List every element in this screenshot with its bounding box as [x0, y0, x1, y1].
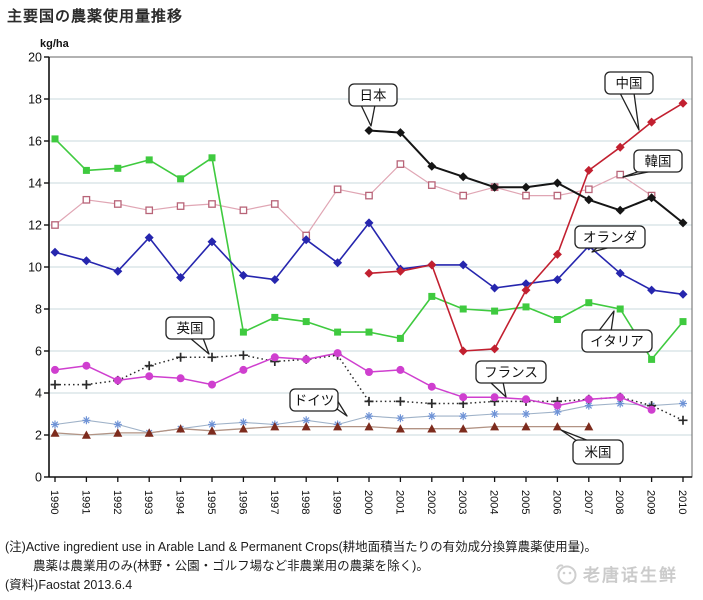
x-tick-label: 1996 — [236, 490, 248, 514]
annotation-box — [604, 71, 654, 95]
y-tick-label: 20 — [28, 51, 42, 65]
x-tick-label: 2006 — [550, 490, 562, 514]
watermark-face-icon — [556, 564, 577, 585]
x-tick-label: 1999 — [331, 490, 343, 514]
annotation-tail — [189, 337, 210, 355]
annotation-box — [581, 329, 653, 353]
x-tick-label: 2005 — [519, 490, 531, 514]
annotation-germany: ドイツ — [289, 388, 348, 417]
x-tick-label: 1991 — [79, 490, 91, 514]
y-tick-label: 6 — [35, 345, 42, 359]
annotation-label: ドイツ — [294, 393, 335, 408]
x-tick-label: 2010 — [676, 490, 688, 514]
x-tick-label: 1992 — [111, 490, 123, 514]
series-korea — [51, 160, 656, 240]
x-axis-labels: 1990 1991 1992 1993 1994 1995 1996 1997 1998 1999… — [48, 477, 688, 514]
annotation-usa: 米国 — [560, 429, 624, 465]
annotation-japan: 日本 — [348, 83, 398, 127]
footnote-source: (資料)Faostat 2013.6.4 — [5, 578, 133, 592]
annotation-box — [633, 149, 683, 173]
annotation-box — [289, 388, 339, 412]
series-italy — [51, 135, 687, 363]
y-tick-label: 10 — [28, 261, 42, 275]
x-tick-label: 1998 — [299, 490, 311, 514]
x-tick-label: 2008 — [613, 490, 625, 514]
x-tick-label: 2002 — [425, 490, 437, 514]
x-tick-label: 1997 — [268, 490, 280, 514]
annotation-label: 日本 — [360, 88, 387, 103]
annotation-box — [348, 83, 398, 107]
y-tick-label: 2 — [35, 429, 42, 443]
y-tick-label: 12 — [28, 219, 42, 233]
y-tick-label: 0 — [35, 471, 42, 485]
x-tick-label: 2007 — [582, 490, 594, 514]
gridlines — [49, 98, 692, 436]
series-china — [364, 98, 688, 356]
annotation-box — [475, 360, 547, 384]
y-axis-unit: kg/ha — [40, 38, 70, 50]
annotation-france: フランス — [475, 360, 547, 398]
annotation-china: 中国 — [604, 71, 654, 131]
annotation-label: 中国 — [616, 76, 643, 91]
annotation-tail — [597, 310, 615, 333]
footnote-line-2: 農薬は農業用のみ(林野・公園・ゴルフ場など非農業用の農薬を除く)。 — [33, 559, 429, 573]
page-title: 主要国の農薬使用量推移 — [7, 8, 184, 25]
series-france — [51, 349, 656, 414]
annotation-label: 英国 — [177, 320, 204, 336]
annotation-label: 米国 — [585, 445, 612, 460]
annotation-netherlands: オランダ — [574, 225, 646, 253]
annotation-label: イタリア — [590, 334, 643, 349]
x-tick-label: 1993 — [142, 490, 154, 514]
annotation-tail — [360, 104, 376, 127]
annotation-box — [572, 439, 624, 465]
annotation-box — [165, 316, 215, 340]
x-tick-label: 2009 — [645, 490, 657, 514]
x-tick-label: 2001 — [393, 490, 405, 514]
annotation-uk: 英国 — [165, 316, 215, 355]
series-netherlands — [50, 218, 688, 299]
x-tick-label: 2003 — [456, 490, 468, 514]
annotation-italy: イタリア — [581, 310, 653, 353]
y-tick-label: 8 — [35, 303, 42, 317]
y-tick-label: 4 — [35, 387, 42, 401]
x-tick-label: 1995 — [205, 490, 217, 514]
watermark: 老唐话生鲜 — [553, 560, 678, 586]
series-japan — [364, 126, 688, 228]
watermark-text: 老唐话生鲜 — [583, 565, 678, 585]
series-usa — [50, 422, 594, 439]
annotation-label: 韓国 — [645, 154, 672, 169]
annotation-box — [574, 225, 646, 249]
x-tick-label: 1990 — [48, 490, 60, 514]
x-tick-label: 2000 — [362, 490, 374, 514]
annotation-label: フランス — [484, 365, 538, 380]
y-tick-label: 16 — [28, 135, 42, 149]
x-tick-label: 2004 — [488, 490, 500, 514]
y-tick-label: 14 — [28, 177, 42, 191]
y-tick-label: 18 — [28, 93, 42, 107]
annotation-korea: 韓国 — [622, 149, 683, 178]
footnote-line-1: (注)Active ingredient use in Arable Land … — [5, 540, 597, 554]
x-tick-label: 1994 — [174, 490, 186, 514]
annotation-label: オランダ — [583, 230, 637, 245]
